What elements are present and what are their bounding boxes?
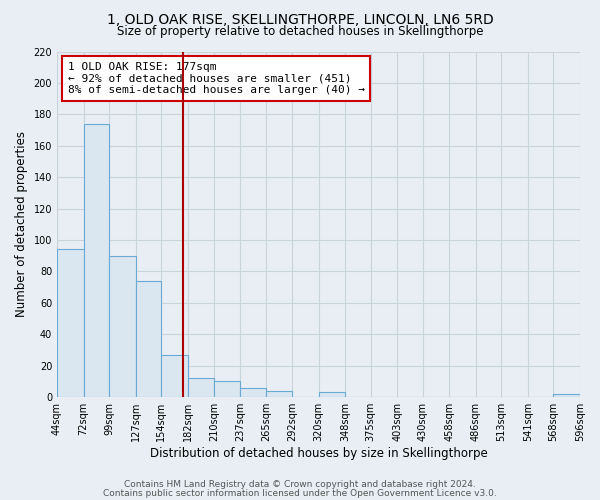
Bar [161, 355, 188, 397]
Text: 1 OLD OAK RISE: 177sqm
← 92% of detached houses are smaller (451)
8% of semi-det: 1 OLD OAK RISE: 177sqm ← 92% of detached… [68, 62, 365, 95]
Bar [319, 392, 345, 397]
Bar [57, 250, 83, 397]
Bar [266, 391, 292, 397]
Text: Contains HM Land Registry data © Crown copyright and database right 2024.: Contains HM Land Registry data © Crown c… [124, 480, 476, 489]
Bar [83, 124, 109, 397]
X-axis label: Distribution of detached houses by size in Skellingthorpe: Distribution of detached houses by size … [149, 447, 487, 460]
Text: 1, OLD OAK RISE, SKELLINGTHORPE, LINCOLN, LN6 5RD: 1, OLD OAK RISE, SKELLINGTHORPE, LINCOLN… [107, 12, 493, 26]
Bar [553, 394, 580, 397]
Bar [188, 378, 214, 397]
Bar [240, 388, 266, 397]
Text: Contains public sector information licensed under the Open Government Licence v3: Contains public sector information licen… [103, 488, 497, 498]
Bar [136, 281, 161, 397]
Y-axis label: Number of detached properties: Number of detached properties [15, 132, 28, 318]
Text: Size of property relative to detached houses in Skellingthorpe: Size of property relative to detached ho… [117, 25, 483, 38]
Bar [214, 382, 240, 397]
Bar [109, 256, 136, 397]
